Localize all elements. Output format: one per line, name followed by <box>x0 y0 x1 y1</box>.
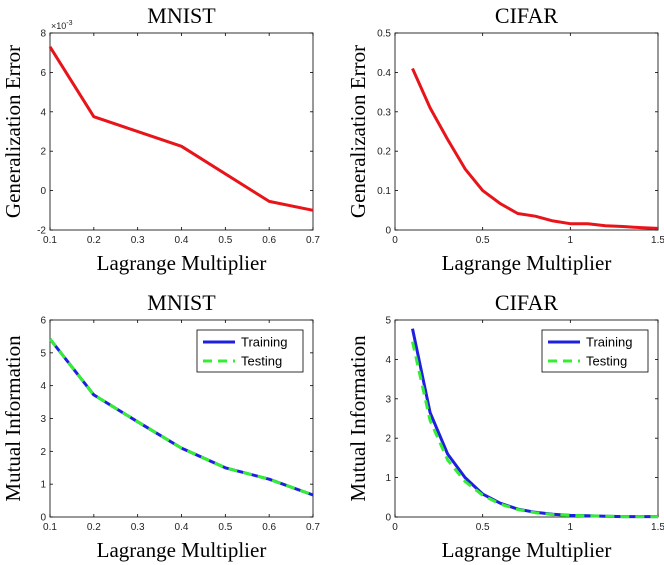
y-tick-label: 2 <box>385 434 391 445</box>
y-exponent-label: ×10-3 <box>51 20 73 31</box>
x-axis-label: Lagrange Multiplier <box>442 251 612 275</box>
y-tick-label: 0 <box>40 186 46 197</box>
y-tick-label: 5 <box>385 316 391 327</box>
x-tick-label: 0.5 <box>218 522 232 533</box>
chart-panel-cifar-mutual-information: 0 0.5 1 1.5 0 1 2 3 4 5 CIFAR Lagrange Multiplier Mu… <box>346 290 664 562</box>
y-tick-label: 0.1 <box>377 186 391 197</box>
x-tick-label: 1.5 <box>651 235 664 246</box>
x-tick-label: 0.2 <box>87 522 101 533</box>
x-tick-label: 0.2 <box>87 235 101 246</box>
exponent-power: -3 <box>66 20 72 27</box>
x-tick-label: 0.1 <box>43 522 57 533</box>
x-tick-label: 1 <box>568 522 574 533</box>
x-tick-label: 0.1 <box>43 235 57 246</box>
chart-panel-mnist-generalization-error: 0.1 0.2 0.3 0.4 0.5 0.6 0.7 -2 0 2 4 6 8 ×10-3 MNIST La… <box>1 3 320 275</box>
exponent-base: ×10 <box>51 21 66 31</box>
y-tick-label: 3 <box>40 414 46 425</box>
y-tick-label: 0.3 <box>377 107 391 118</box>
axes-box <box>394 32 659 231</box>
chart-title: MNIST <box>147 3 216 28</box>
y-tick-label: 2 <box>40 447 46 458</box>
x-tick-label: 0.4 <box>175 522 189 533</box>
x-tick-label: 0.6 <box>262 522 276 533</box>
legend-label-testing: Testing <box>241 354 282 369</box>
y-tick-label: -2 <box>37 226 46 237</box>
y-tick-label: 6 <box>40 68 46 79</box>
axes-box <box>394 319 659 518</box>
chart-title: CIFAR <box>495 3 558 28</box>
x-tick-label: 0.5 <box>218 235 232 246</box>
x-tick-label: 0.4 <box>175 235 189 246</box>
chart-title: CIFAR <box>495 290 558 315</box>
y-tick-label: 2 <box>40 147 46 158</box>
x-tick-label: 0 <box>392 522 398 533</box>
series-line-generalization-error <box>411 67 659 230</box>
chart-title: MNIST <box>147 290 216 315</box>
y-tick-label: 0.2 <box>377 147 391 158</box>
legend-box <box>541 329 649 373</box>
x-tick-label: 1 <box>568 235 574 246</box>
y-axis-label: Generalization Error <box>1 45 25 218</box>
x-tick-label: 0.7 <box>306 235 320 246</box>
y-tick-label: 0 <box>385 226 391 237</box>
x-axis-label: Lagrange Multiplier <box>97 538 267 562</box>
x-tick-label: 0.5 <box>476 235 490 246</box>
y-axis-label: Mutual Information <box>1 335 25 502</box>
chart-panel-mnist-mutual-information: 0.1 0.2 0.3 0.4 0.5 0.6 0.7 0 1 2 3 4 5 6 MNIST Lagrang… <box>1 290 320 562</box>
y-tick-label: 0.5 <box>377 29 391 40</box>
x-tick-label: 1.5 <box>651 522 664 533</box>
y-tick-label: 4 <box>40 107 46 118</box>
legend-label-training: Training <box>241 335 287 350</box>
legend-box <box>196 329 304 373</box>
series-line-generalization-error <box>48 46 314 212</box>
legend-label-training: Training <box>586 335 632 350</box>
y-tick-label: 0 <box>40 513 46 524</box>
chart-panel-cifar-generalization-error: 0 0.5 1 1.5 0 0.1 0.2 0.3 0.4 0.5 CIFAR Lagrange Mu… <box>346 3 664 275</box>
legend-label-testing: Testing <box>586 354 627 369</box>
x-tick-label: 0 <box>392 235 398 246</box>
y-tick-label: 3 <box>385 394 391 405</box>
y-tick-label: 8 <box>40 29 46 40</box>
y-tick-label: 0 <box>385 513 391 524</box>
y-tick-label: 5 <box>40 348 46 359</box>
y-tick-label: 1 <box>40 480 46 491</box>
axes-box <box>49 32 314 231</box>
legend: Training Testing <box>196 329 304 373</box>
y-tick-label: 0.4 <box>377 68 391 79</box>
y-tick-label: 1 <box>385 473 391 484</box>
y-axis-label: Mutual Information <box>346 335 370 502</box>
legend: Training Testing <box>541 329 649 373</box>
x-tick-label: 0.7 <box>306 522 320 533</box>
x-tick-label: 0.3 <box>131 522 145 533</box>
x-axis-label: Lagrange Multiplier <box>442 538 612 562</box>
y-axis-label: Generalization Error <box>346 45 370 218</box>
x-axis-label: Lagrange Multiplier <box>97 251 267 275</box>
x-tick-label: 0.6 <box>262 235 276 246</box>
y-tick-label: 6 <box>40 316 46 327</box>
x-tick-label: 0.3 <box>131 235 145 246</box>
y-tick-label: 4 <box>40 381 46 392</box>
x-tick-label: 0.5 <box>476 522 490 533</box>
y-tick-label: 4 <box>385 355 391 366</box>
